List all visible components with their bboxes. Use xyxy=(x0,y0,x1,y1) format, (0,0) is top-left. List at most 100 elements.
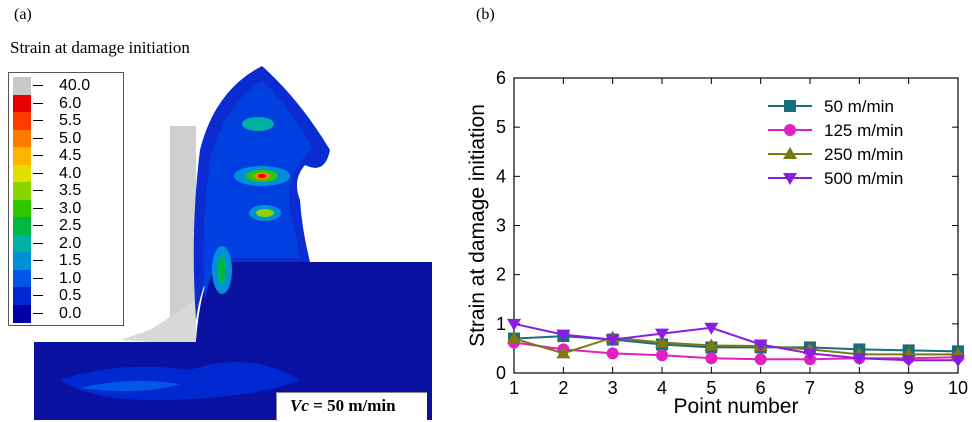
colorbar-swatch xyxy=(13,269,31,288)
strain-peak xyxy=(258,174,266,178)
colorbar-swatch xyxy=(13,129,31,148)
vc-annotation: Vc = 50 m/min xyxy=(290,396,396,416)
colorbar-label: 40.0 xyxy=(59,77,91,94)
colorbar-label: 1.5 xyxy=(59,252,82,269)
x-tick-label: 1 xyxy=(509,378,519,398)
colorbar-label: 0.0 xyxy=(59,304,82,322)
colorbar-swatch xyxy=(13,164,31,183)
legend-marker-2 xyxy=(783,147,797,159)
y-tick-label: 5 xyxy=(496,117,506,137)
data-point-3 xyxy=(507,318,521,331)
y-tick-label: 6 xyxy=(496,68,506,88)
colorbar-swatch xyxy=(13,147,31,165)
panel-b-label: (b) xyxy=(476,6,495,23)
tool-shape xyxy=(170,126,196,340)
x-tick-label: 6 xyxy=(756,378,766,398)
colorbar-swatch xyxy=(13,217,31,235)
colorbar-swatch xyxy=(13,182,31,200)
chip-inner xyxy=(203,80,312,300)
strain-band-6 xyxy=(242,117,274,131)
colorbar-label: 6.0 xyxy=(59,94,82,112)
colorbar-label: 3.0 xyxy=(59,199,82,217)
colorbar-label: 5.5 xyxy=(59,112,82,129)
data-point-2 xyxy=(704,338,719,351)
data-point-3 xyxy=(852,353,867,366)
colorbar-label: 2.0 xyxy=(59,234,82,252)
series-line-3 xyxy=(513,322,958,362)
legend-marker-3 xyxy=(783,173,797,185)
y-axis-label: Strain at damage initiation xyxy=(466,104,489,347)
legend-marker-0 xyxy=(784,100,796,112)
colorbar-swatch xyxy=(13,304,31,323)
colorbar-title: Strain at damage initiation xyxy=(10,38,190,57)
colorbar-label: 2.5 xyxy=(59,217,82,234)
colorbar-tick xyxy=(33,312,43,314)
y-tick-label: 4 xyxy=(496,166,506,186)
y-tick-label: 0 xyxy=(496,363,506,383)
x-tick-label: 5 xyxy=(706,378,716,398)
colorbar-swatch xyxy=(13,287,31,305)
data-point-3 xyxy=(655,328,669,341)
colorbar-tick xyxy=(33,172,43,174)
data-point-3 xyxy=(605,334,620,347)
colorbar-label: 1.0 xyxy=(59,269,82,287)
colorbar-tick xyxy=(33,260,43,261)
colorbar-tick xyxy=(33,155,43,156)
colorbar-tick xyxy=(33,242,43,244)
data-point-2 xyxy=(655,335,669,348)
colorbar-label: 5.0 xyxy=(59,129,82,147)
vc-value: = 50 m/min xyxy=(308,396,396,415)
legend-marker-1 xyxy=(784,124,796,136)
y-tick-label: 3 xyxy=(496,216,506,236)
data-point-1 xyxy=(705,352,718,365)
colorbar-tick xyxy=(33,207,43,209)
panel-a-label: (a) xyxy=(14,6,32,23)
colorbar-swatch xyxy=(13,199,31,218)
series-line-2 xyxy=(513,336,958,356)
strain-band-10 xyxy=(80,380,180,392)
y-tick-label: 1 xyxy=(496,314,506,334)
colorbar-swatch xyxy=(13,234,31,253)
data-point-3 xyxy=(556,329,571,342)
data-point-2 xyxy=(556,346,571,359)
colorbar-tick xyxy=(33,295,43,296)
legend-label-0: 50 m/min xyxy=(824,97,894,116)
colorbar-swatch xyxy=(13,112,31,130)
data-point-3 xyxy=(753,339,768,352)
colorbar-swatch xyxy=(13,77,31,95)
colorbar-label: 4.5 xyxy=(59,147,82,164)
series-line-0 xyxy=(513,335,959,353)
data-point-3 xyxy=(901,355,916,368)
x-tick-label: 7 xyxy=(805,378,815,398)
x-tick-label: 4 xyxy=(657,378,667,398)
colorbar-label: 0.5 xyxy=(59,287,82,304)
colorbar-tick xyxy=(33,137,43,139)
fem-contour-image xyxy=(34,66,432,420)
colorbar-swatch xyxy=(13,252,31,270)
x-tick-label: 9 xyxy=(904,378,914,398)
colorbar-label: 4.0 xyxy=(59,164,82,182)
vc-symbol: Vc xyxy=(290,396,309,415)
strain-band-5 xyxy=(256,209,274,217)
y-tick-label: 2 xyxy=(496,265,506,285)
x-tick-label: 8 xyxy=(854,378,864,398)
data-point-3 xyxy=(951,355,965,368)
strain-band-8 xyxy=(218,256,226,284)
data-point-3 xyxy=(803,348,817,361)
colorbar-tick xyxy=(33,225,43,226)
colorbar-tick xyxy=(33,277,43,279)
x-tick-label: 3 xyxy=(608,378,618,398)
colorbar-tick xyxy=(33,120,43,121)
colorbar-tick xyxy=(33,190,43,191)
colorbar-swatch xyxy=(13,94,31,113)
legend-label-1: 125 m/min xyxy=(824,121,903,140)
vc-annotation-box xyxy=(276,392,427,421)
legend-label-3: 500 m/min xyxy=(824,169,903,188)
data-point-3 xyxy=(704,322,719,335)
data-point-1 xyxy=(606,347,619,360)
x-axis-label: Point number xyxy=(674,395,799,418)
tool-edge xyxy=(120,300,196,345)
data-point-1 xyxy=(754,353,767,366)
colorbar-label: 3.5 xyxy=(59,182,82,199)
colorbar-tick xyxy=(33,102,43,104)
